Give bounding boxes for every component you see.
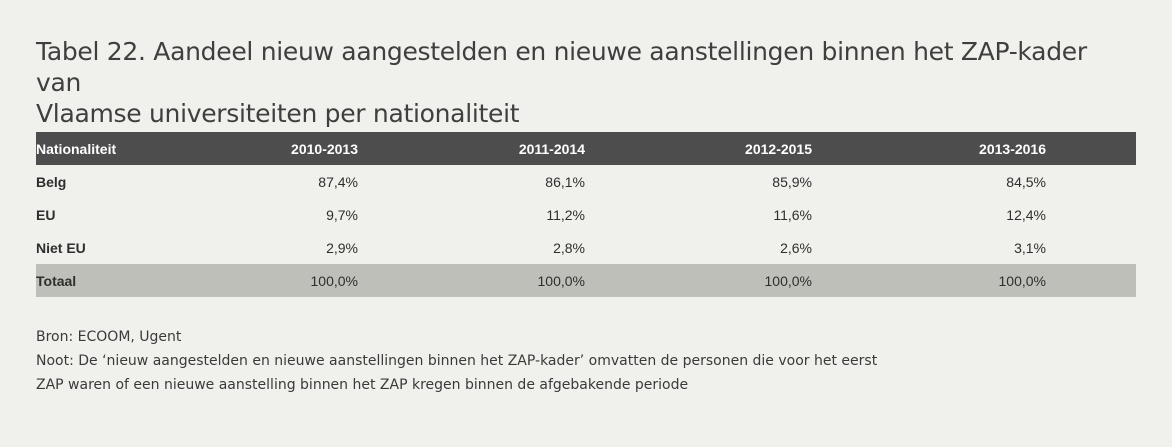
table-row: EU 9,7% 11,2% 11,6% 12,4% — [36, 198, 1136, 231]
cell-spacer — [1046, 198, 1136, 231]
cell-spacer — [1046, 165, 1136, 198]
table-title-line-2: Vlaamse universiteiten per nationaliteit — [36, 99, 520, 128]
table-row-total: Totaal 100,0% 100,0% 100,0% 100,0% — [36, 264, 1136, 297]
cell-totaal-2011-2014: 100,0% — [537, 272, 585, 289]
table-header-row: Nationaliteit 2010-2013 2011-2014 2012-2… — [36, 132, 1136, 165]
table-title: Tabel 22. Aandeel nieuw aangestelden en … — [36, 36, 1136, 129]
cell-belg-2013-2016: 84,5% — [1006, 173, 1046, 190]
table-title-line-1: Tabel 22. Aandeel nieuw aangestelden en … — [36, 37, 1087, 97]
cell-spacer — [1046, 264, 1136, 297]
source-note: Bron: ECOOM, Ugent — [36, 329, 182, 345]
row-label-belg: Belg — [36, 173, 67, 190]
header-2010-2013: 2010-2013 — [291, 140, 358, 157]
row-label-totaal: Totaal — [36, 272, 77, 289]
nationality-table: Nationaliteit 2010-2013 2011-2014 2012-2… — [36, 132, 1136, 297]
cell-totaal-2013-2016: 100,0% — [998, 272, 1046, 289]
cell-belg-2011-2014: 86,1% — [545, 173, 585, 190]
table-row: Belg 87,4% 86,1% 85,9% 84,5% — [36, 165, 1136, 198]
cell-niet-eu-2013-2016: 3,1% — [1014, 239, 1046, 256]
cell-totaal-2010-2013: 100,0% — [310, 272, 358, 289]
cell-belg-2010-2013: 87,4% — [318, 173, 358, 190]
cell-spacer — [1046, 231, 1136, 264]
definition-note-line-2: ZAP waren of een nieuwe aanstelling binn… — [36, 377, 689, 393]
definition-note-line-1: Noot: De ‘nieuw aangestelden en nieuwe a… — [36, 353, 878, 369]
cell-eu-2013-2016: 12,4% — [1006, 206, 1046, 223]
row-label-eu: EU — [36, 206, 56, 223]
cell-eu-2010-2013: 9,7% — [326, 206, 358, 223]
header-2013-2016: 2013-2016 — [979, 140, 1046, 157]
cell-eu-2012-2015: 11,6% — [773, 206, 812, 223]
header-2011-2014: 2011-2014 — [518, 140, 585, 157]
header-nationaliteit: Nationaliteit — [36, 140, 117, 157]
row-label-niet-eu: Niet EU — [36, 239, 86, 256]
table-row: Niet EU 2,9% 2,8% 2,6% 3,1% — [36, 231, 1136, 264]
cell-eu-2011-2014: 11,2% — [546, 206, 585, 223]
cell-belg-2012-2015: 85,9% — [772, 173, 812, 190]
table-footer: Bron: ECOOM, Ugent Noot: De ‘nieuw aange… — [36, 325, 1136, 397]
cell-niet-eu-2010-2013: 2,9% — [326, 239, 358, 256]
cell-totaal-2012-2015: 100,0% — [764, 272, 812, 289]
cell-niet-eu-2012-2015: 2,6% — [780, 239, 812, 256]
cell-niet-eu-2011-2014: 2,8% — [553, 239, 585, 256]
header-2012-2015: 2012-2015 — [745, 140, 812, 157]
header-spacer — [1046, 132, 1136, 165]
